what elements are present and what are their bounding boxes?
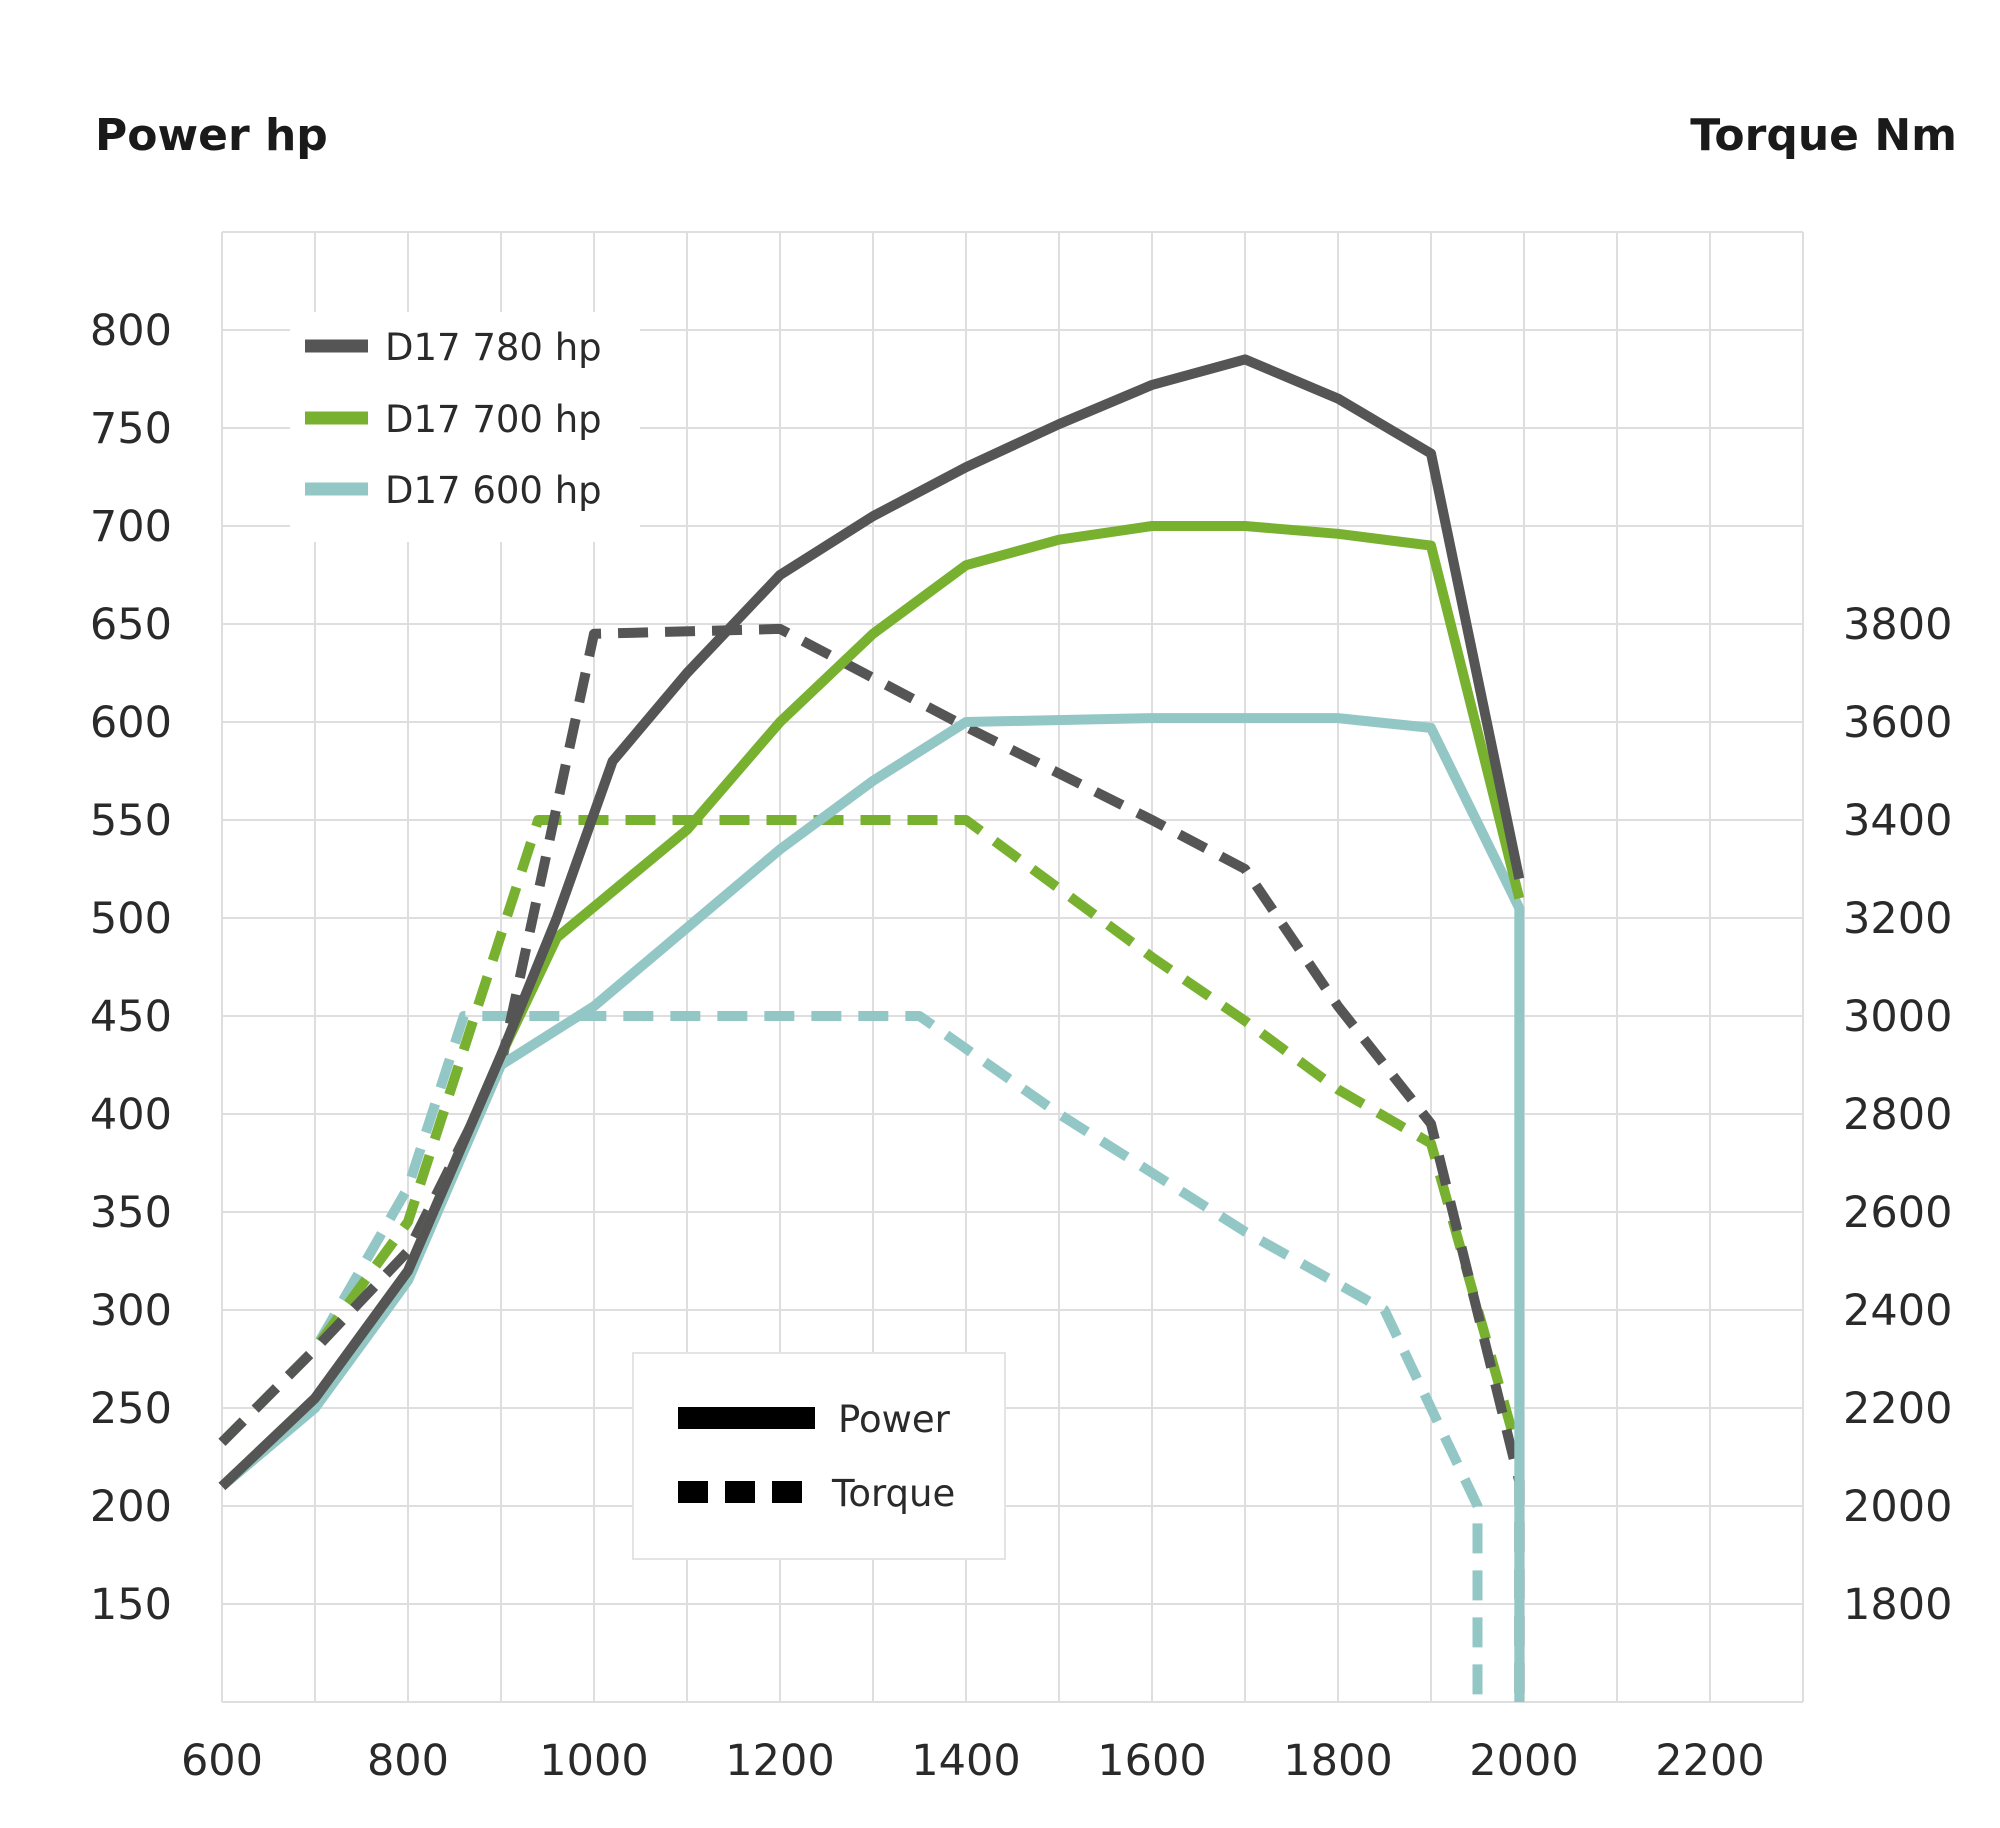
style-legend: Power Torque: [632, 1352, 1006, 1560]
right-tick-label: 3600: [1843, 698, 1952, 748]
torque-line-d17-780-hp: [218, 623, 1525, 1702]
left-tick-label: 300: [90, 1286, 172, 1336]
left-tick-label: 250: [90, 1384, 172, 1434]
left-tick-label: 750: [90, 404, 172, 454]
x-tick-label: 1800: [1283, 1736, 1392, 1786]
legend-label-power: Power: [838, 1398, 951, 1441]
x-tick-label: 1000: [539, 1736, 648, 1786]
torque-line-d17-600-hp: [218, 1011, 1483, 1702]
left-tick-label: 600: [90, 698, 172, 748]
right-tick-label: 3800: [1843, 600, 1952, 650]
legend-label-700: D17 700 hp: [385, 398, 602, 441]
left-tick-label: 200: [90, 1482, 172, 1532]
right-axis-title: Torque Nm: [1690, 110, 1957, 161]
right-tick-label: 2000: [1843, 1482, 1952, 1532]
x-tick-label: 1400: [911, 1736, 1020, 1786]
grid: [221, 231, 1804, 1703]
right-tick-label: 3200: [1843, 894, 1952, 944]
right-tick-label: 3000: [1843, 992, 1952, 1042]
style-legend-box: [632, 1352, 1006, 1560]
right-tick-label: 3400: [1843, 796, 1952, 846]
power-line-d17-780-hp: [218, 354, 1525, 1491]
x-tick-label: 1600: [1097, 1736, 1206, 1786]
legend-label-780: D17 780 hp: [385, 326, 602, 369]
x-axis-ticks: 600 800 1000 1200 1400 1600 1800 2000 2200: [181, 1736, 1765, 1786]
right-tick-label: 2600: [1843, 1188, 1952, 1238]
legend-label-600: D17 600 hp: [385, 469, 602, 512]
right-tick-label: 2400: [1843, 1286, 1952, 1336]
x-tick-label: 1200: [725, 1736, 834, 1786]
left-tick-label: 500: [90, 894, 172, 944]
legend-label-torque: Torque: [831, 1472, 955, 1515]
right-axis-ticks: 3800 3600 3400 3200 3000 2800 2600 2400 2200 2000…: [1843, 600, 1952, 1630]
right-tick-label: 2200: [1843, 1384, 1952, 1434]
series-layer: [218, 354, 1525, 1702]
left-tick-label: 400: [90, 1090, 172, 1140]
right-tick-label: 2800: [1843, 1090, 1952, 1140]
left-tick-label: 650: [90, 600, 172, 650]
left-tick-label: 150: [90, 1580, 172, 1630]
x-tick-label: 800: [367, 1736, 449, 1786]
left-tick-label: 800: [90, 306, 172, 356]
left-tick-label: 350: [90, 1188, 172, 1238]
x-tick-label: 2200: [1655, 1736, 1764, 1786]
power-line-d17-700-hp: [218, 521, 1525, 1491]
left-tick-label: 450: [90, 992, 172, 1042]
left-axis-ticks: 800 750 700 650 600 550 500 450 400 350 300 250 200 1…: [90, 306, 172, 1630]
torque-line-d17-700-hp: [218, 815, 1525, 1459]
x-tick-label: 600: [181, 1736, 263, 1786]
series-legend: D17 780 hp D17 700 hp D17 600 hp: [290, 312, 640, 542]
left-axis-title: Power hp: [95, 110, 328, 161]
x-tick-label: 2000: [1469, 1736, 1578, 1786]
left-tick-label: 700: [90, 502, 172, 552]
left-tick-label: 550: [90, 796, 172, 846]
right-tick-label: 1800: [1843, 1580, 1952, 1630]
